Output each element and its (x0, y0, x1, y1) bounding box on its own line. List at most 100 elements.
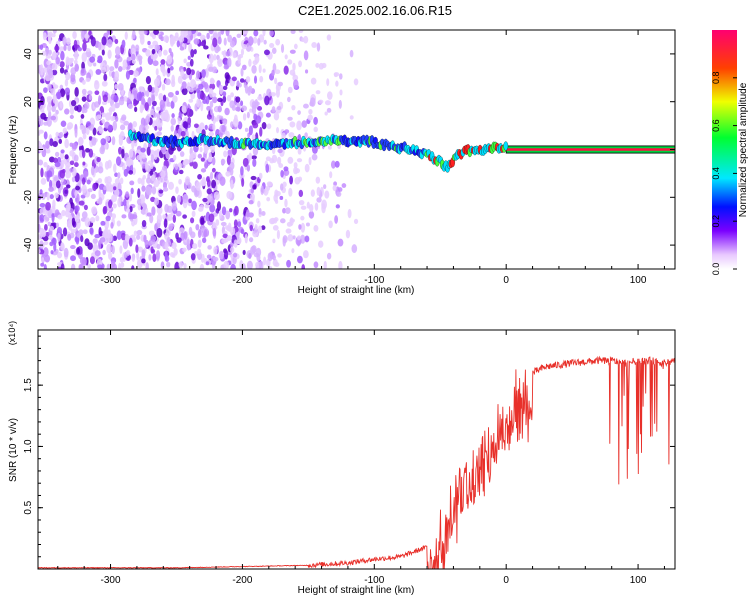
noise-blob (136, 234, 141, 240)
noise-blob (297, 176, 303, 182)
noise-blob (40, 229, 47, 238)
noise-blob (125, 70, 131, 80)
noise-blob (155, 250, 161, 261)
noise-blob (180, 130, 186, 137)
noise-blob (69, 105, 75, 115)
colorbar-tick-label: 0.6 (711, 119, 721, 132)
noise-blob (166, 205, 173, 213)
noise-blob (94, 255, 100, 260)
noise-blob (41, 257, 45, 263)
noise-blob (287, 116, 293, 121)
noise-blob (73, 59, 78, 65)
noise-blob (296, 120, 302, 131)
noise-blob (311, 41, 317, 49)
noise-blob (241, 105, 248, 112)
noise-blob (268, 266, 273, 269)
noise-blob (114, 59, 119, 69)
noise-blob (265, 112, 271, 118)
noise-blob (240, 228, 245, 235)
noise-blob (164, 241, 169, 250)
noise-blob (273, 217, 279, 222)
noise-blob (166, 261, 171, 268)
noise-blob (156, 131, 162, 136)
noise-blob (74, 63, 79, 72)
noise-blob (100, 220, 106, 226)
noise-blob (182, 214, 187, 219)
noise-blob (262, 30, 266, 37)
noise-blob (280, 218, 286, 224)
noise-blob (143, 234, 147, 243)
noise-blob (326, 107, 332, 113)
noise-blob (221, 206, 227, 216)
noise-blob (180, 69, 185, 78)
noise-blob (146, 146, 151, 156)
noise-blob (195, 181, 201, 191)
noise-blob (160, 145, 167, 154)
noise-blob (303, 103, 309, 109)
noise-blob (114, 46, 121, 56)
noise-blob (49, 241, 54, 247)
noise-blob (185, 117, 189, 122)
noise-blob (121, 39, 126, 49)
noise-blob (191, 210, 196, 217)
noise-blob (149, 214, 154, 224)
noise-blob (217, 97, 223, 103)
noise-blob (330, 160, 336, 169)
noise-blob (80, 235, 84, 243)
noise-blob (70, 73, 76, 83)
noise-blob (137, 246, 144, 253)
noise-blob (41, 50, 47, 56)
noise-blob (207, 191, 213, 202)
noise-blob (313, 261, 319, 269)
noise-blob (166, 101, 171, 107)
noise-blob (128, 103, 133, 110)
noise-blob (289, 175, 293, 185)
noise-blob (110, 115, 115, 122)
noise-blob (78, 144, 84, 152)
noise-blob (152, 60, 159, 67)
noise-blob (66, 125, 72, 130)
noise-blob (292, 62, 296, 71)
noise-blob (213, 191, 220, 201)
noise-blob (237, 121, 243, 130)
noise-blob (252, 146, 259, 156)
noise-blob (130, 53, 136, 61)
bottom-x-tick-label: -200 (232, 575, 252, 586)
noise-blob (65, 71, 71, 81)
noise-blob (158, 34, 163, 40)
noise-blob (307, 114, 313, 121)
noise-blob (230, 263, 236, 269)
noise-blob (297, 110, 301, 115)
noise-blob (300, 215, 305, 221)
noise-blob (108, 251, 113, 260)
noise-blob (141, 258, 146, 264)
noise-blob (226, 190, 233, 200)
noise-blob (124, 31, 128, 40)
noise-blob (55, 91, 62, 100)
noise-blob (146, 177, 152, 184)
noise-blob (298, 189, 304, 198)
noise-blob (71, 167, 77, 177)
noise-blob (298, 199, 305, 206)
bottom-x-tick-label: 0 (503, 575, 509, 586)
noise-blob (273, 112, 280, 121)
noise-blob (327, 91, 333, 100)
noise-blob (272, 238, 276, 244)
noise-blob (224, 107, 230, 116)
noise-blob (217, 36, 222, 45)
noise-blob (85, 148, 91, 153)
noise-blob (211, 167, 216, 173)
noise-blob (324, 190, 330, 199)
noise-blob (156, 106, 161, 111)
noise-blob (230, 121, 234, 129)
noise-blob (197, 239, 202, 248)
noise-blob (123, 120, 130, 126)
noise-blob (47, 221, 51, 227)
noise-blob (239, 78, 245, 83)
noise-blob (251, 64, 257, 74)
noise-blob (161, 83, 166, 91)
noise-blob (127, 159, 133, 166)
noise-blob (232, 252, 238, 258)
noise-blob (40, 167, 44, 178)
noise-blob (55, 222, 59, 228)
